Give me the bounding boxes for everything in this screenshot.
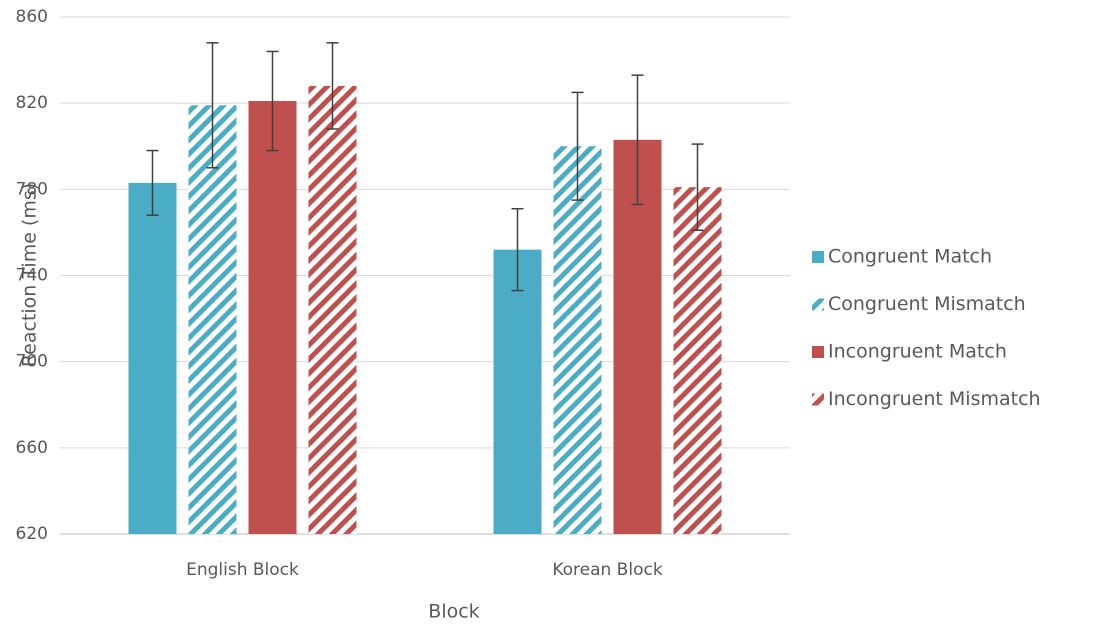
legend-label: Incongruent Match [828,341,1007,363]
legend-swatch [812,251,824,263]
legend-swatch [812,298,824,311]
bar [188,105,237,534]
error-bar [326,42,339,130]
error-bar [146,149,159,216]
legend-label: Congruent Mismatch [828,293,1026,315]
legend-label: Congruent Match [828,246,992,268]
error-bar [691,143,704,232]
y-axis-title: Reaction Time (ms) [19,183,41,367]
error-bar [266,50,279,152]
error-bar [511,207,524,292]
bar [308,85,357,534]
y-tick-label: 620 [16,524,48,544]
y-tick-label: 740 [16,266,48,286]
bar [128,182,177,534]
bar [613,139,662,534]
legend-swatch [812,393,824,406]
error-bar [571,91,584,201]
legend-swatch [812,346,824,358]
y-tick-label: 700 [16,352,48,372]
x-axis-title: Block [428,601,479,623]
y-tick-label: 820 [16,93,48,113]
x-tick-label: English Block [186,560,299,580]
y-tick-label: 860 [16,7,48,27]
bar [493,249,542,534]
y-tick-label: 660 [16,438,48,458]
error-bar [206,42,219,169]
x-tick-label: Korean Block [552,560,663,580]
error-bar [631,74,644,206]
y-tick-label: 780 [16,179,48,199]
bar [248,101,297,534]
bar [673,187,722,534]
legend-label: Incongruent Mismatch [828,388,1041,410]
bar [553,146,602,534]
